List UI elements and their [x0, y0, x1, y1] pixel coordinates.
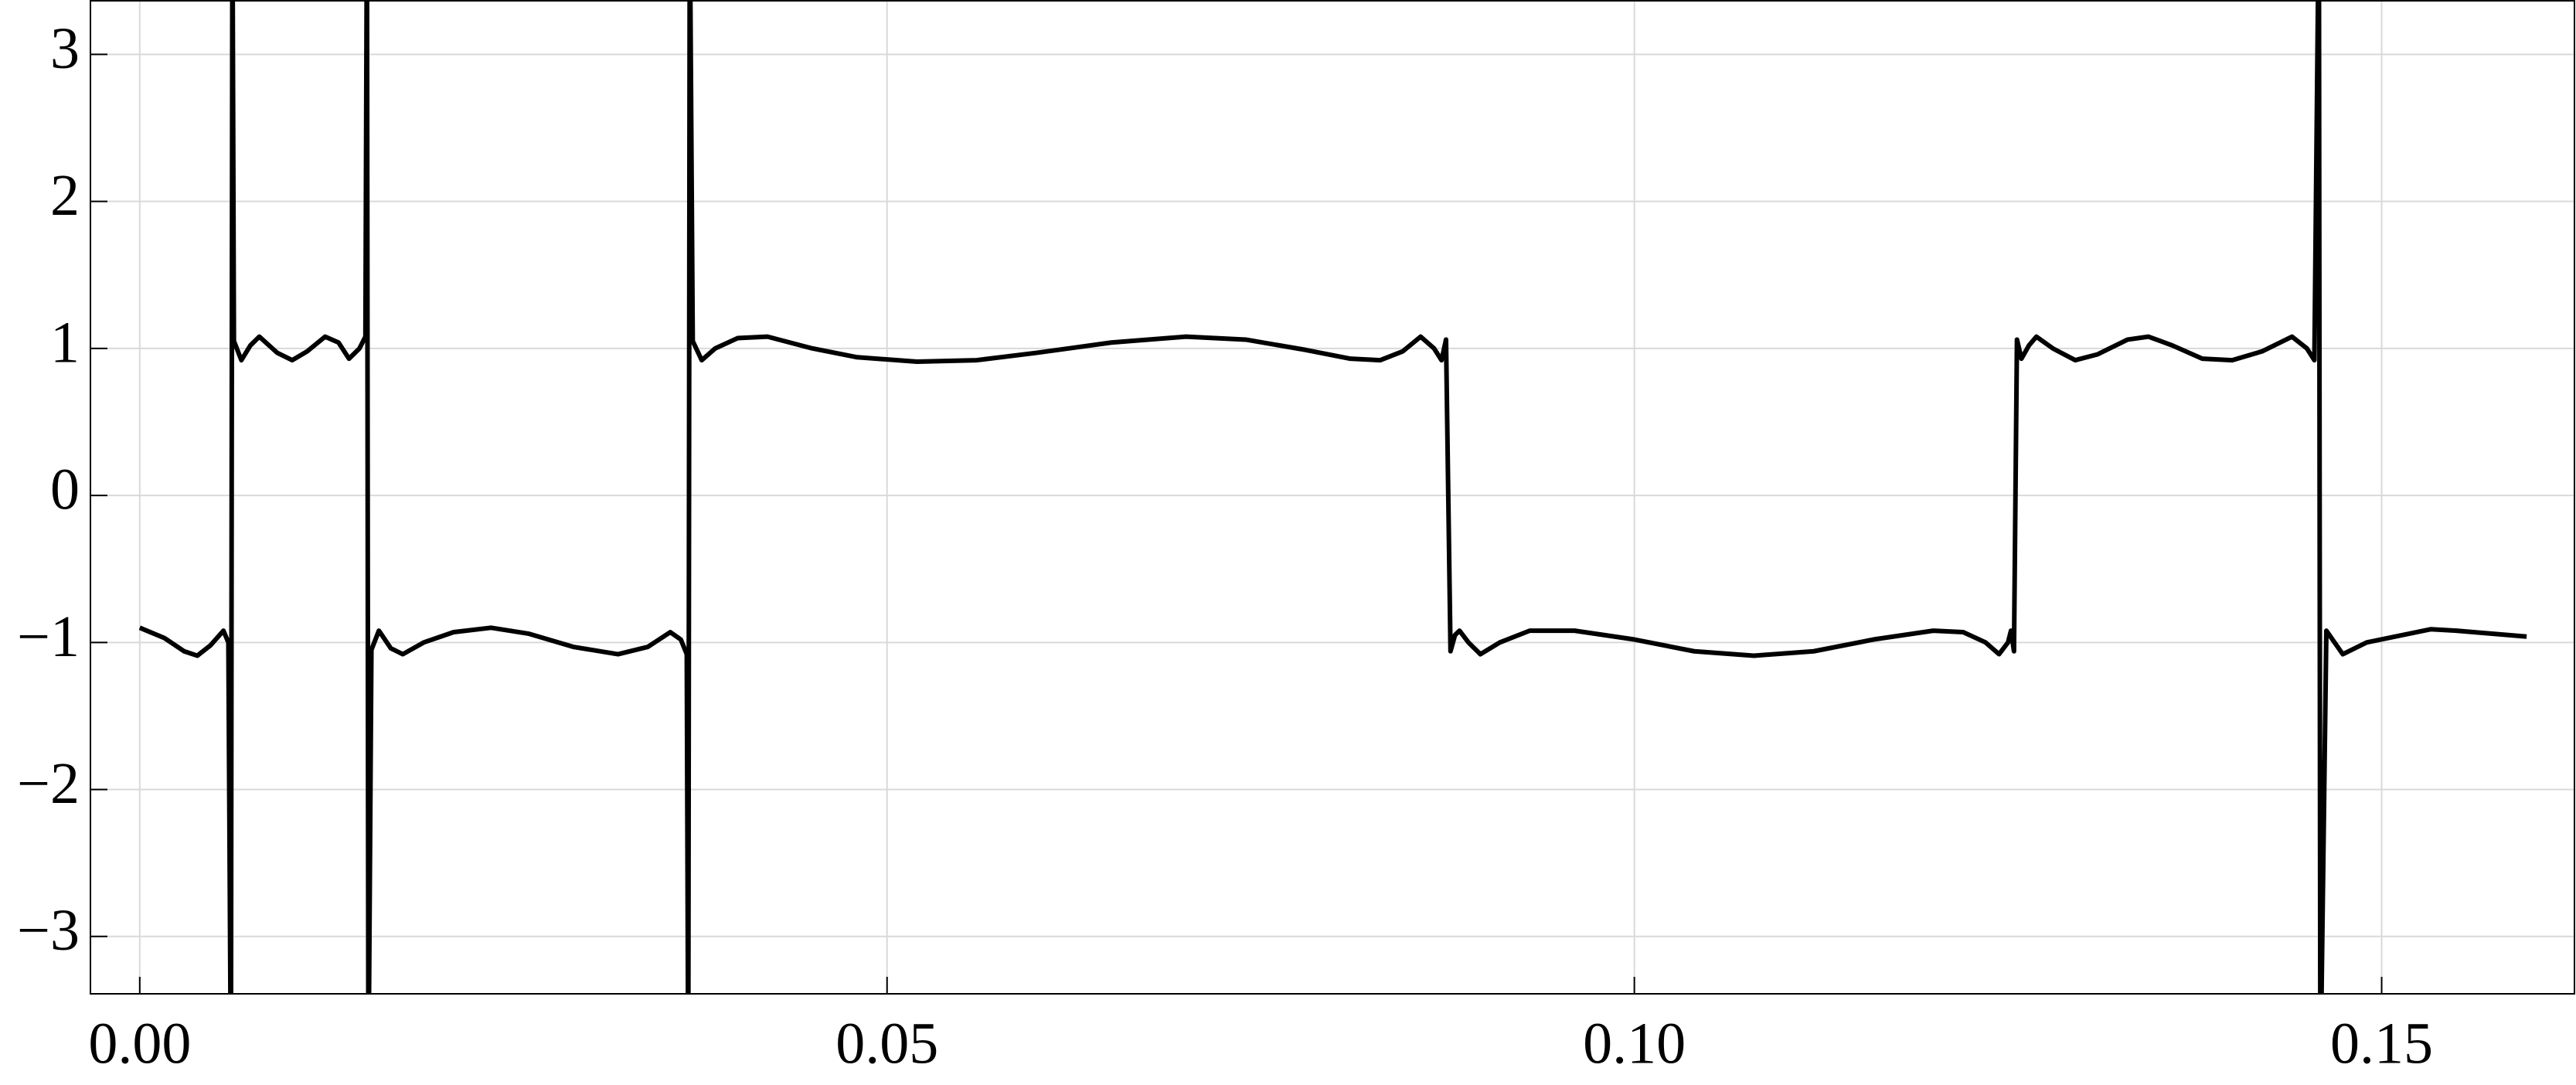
data-line [138, 0, 2527, 994]
x-tick-label: 0.10 [1583, 1011, 1686, 1076]
y-tick-label: 3 [50, 16, 80, 81]
y-tick-label: −1 [17, 604, 80, 669]
tick-labels: 0.00 0.05 0.10 0.15 −3 −2 −1 0 1 2 3 [17, 16, 2433, 1076]
x-tick-label: 0.05 [835, 1011, 938, 1076]
x-tick-label: 0.15 [2330, 1011, 2433, 1076]
y-tick-label: 2 [50, 163, 80, 228]
y-tick-label: 0 [50, 457, 80, 522]
plot-area [138, 0, 2527, 994]
plot-frame [90, 0, 2575, 995]
x-tick-label: 0.00 [88, 1011, 191, 1076]
grid [90, 0, 2574, 994]
y-tick-label: −2 [17, 751, 80, 816]
y-tick-label: −3 [17, 898, 80, 963]
y-tick-label: 1 [50, 310, 80, 375]
